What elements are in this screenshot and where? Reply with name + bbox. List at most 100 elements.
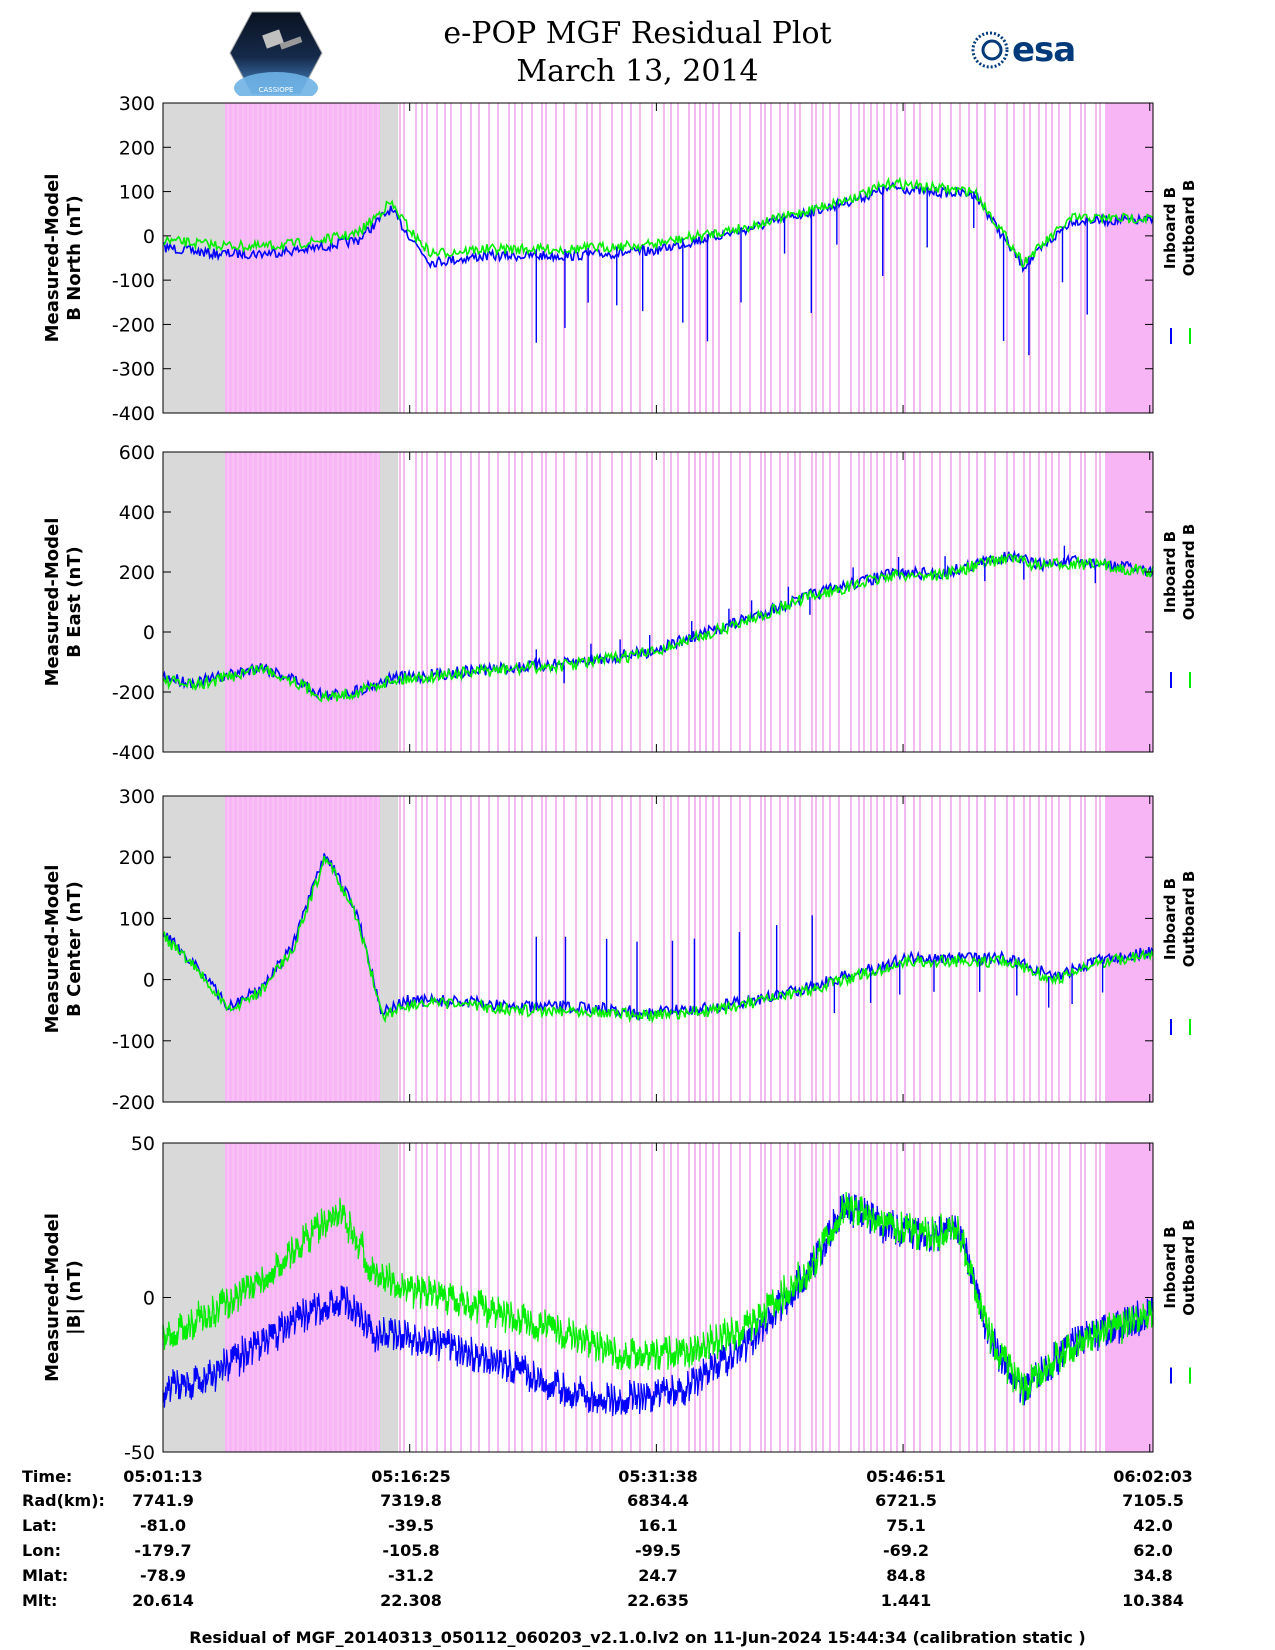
axes-frame: [162, 102, 1154, 414]
y-tick-label: 100: [119, 182, 155, 204]
legend-outboard: Outboard B: [1180, 180, 1198, 277]
legend-inboard: Inboard B: [1161, 531, 1179, 613]
ephemeris-label: Lon:: [22, 1541, 61, 1560]
y-tick-label: -100: [112, 270, 155, 292]
ephemeris-row: Lon: -179.7 -105.8 -99.5 -69.2 62.0: [0, 1541, 1275, 1565]
pink-band: [225, 103, 380, 413]
gray-band: [380, 796, 398, 1102]
ephemeris-value: 22.635: [627, 1591, 689, 1610]
gray-band: [163, 1143, 225, 1452]
ephemeris-value: 10.384: [1122, 1591, 1184, 1610]
y-tick-label: -100: [112, 1031, 155, 1053]
plot-title: e-POP MGF Residual Plot: [443, 16, 832, 51]
y-axis-label: B North (nT): [64, 195, 85, 321]
gray-band: [163, 796, 225, 1102]
inboard-series-line: [162, 855, 1154, 1024]
y-tick-label: -400: [112, 742, 155, 764]
y-axis-label: Measured-Model: [42, 865, 63, 1034]
ephemeris-row: Rad(km): 7741.9 7319.8 6834.4 6721.5 7105.5: [0, 1491, 1275, 1515]
ephemeris-value: 24.7: [638, 1566, 678, 1585]
pink-band: [1105, 796, 1153, 1102]
ephemeris-value: 05:01:13: [123, 1467, 203, 1486]
ephemeris-row: Mlt: 20.614 22.308 22.635 1.441 10.384: [0, 1591, 1275, 1615]
ephemeris-value: -105.8: [382, 1541, 440, 1560]
pink-band: [1105, 452, 1153, 752]
y-axis-label: B East (nT): [64, 546, 85, 658]
ephemeris-row: Time: 05:01:13 05:16:25 05:31:38 05:46:51 06:…: [0, 1467, 1275, 1491]
legend-inboard: Inboard B: [1161, 1226, 1179, 1308]
inboard-series-line: [162, 553, 1154, 703]
ephemeris-row: Lat: -81.0 -39.5 16.1 75.1 42.0: [0, 1516, 1275, 1540]
y-axis-label: B Center (nT): [64, 881, 85, 1017]
inboard-series-line: [162, 1192, 1154, 1406]
esa-logo-text: esa: [1012, 30, 1076, 70]
panel-1: 300 200 100 0 -100 -200 -300 -400 Measured-Model…: [42, 93, 1198, 425]
ephemeris-value: 7319.8: [380, 1491, 442, 1510]
y-axis-label: Measured-Model: [42, 174, 63, 343]
y-tick-label: 600: [119, 442, 155, 464]
ephemeris-label: Rad(km):: [22, 1491, 105, 1510]
inboard-series-line: [162, 176, 1154, 269]
ephemeris-label: Mlt:: [22, 1591, 58, 1610]
ephemeris-value: -78.9: [139, 1566, 187, 1585]
legend-inboard: Inboard B: [1161, 878, 1179, 960]
ephemeris-value: -99.5: [634, 1541, 682, 1560]
ephemeris-value: 22.308: [380, 1591, 442, 1610]
ephemeris-label: Lat:: [22, 1516, 58, 1535]
y-tick-label: 0: [143, 970, 155, 992]
pink-band: [225, 452, 380, 752]
ephemeris-value: 1.441: [880, 1591, 932, 1610]
y-axis-label: Measured-Model: [42, 1213, 63, 1382]
gray-band: [163, 103, 225, 413]
y-tick-label: -300: [112, 359, 155, 381]
ephemeris-value: 34.8: [1133, 1566, 1173, 1585]
y-tick-label: 300: [119, 93, 155, 115]
axes-frame: [162, 795, 1154, 1103]
panel-3: 300 200 100 0 -100 -200 Measured-Model B Center…: [42, 786, 1198, 1114]
y-tick-label: 200: [119, 847, 155, 869]
outboard-series-line: [162, 181, 1154, 274]
ephemeris-value: -179.7: [134, 1541, 192, 1560]
y-tick-label: 200: [119, 137, 155, 159]
y-axis-label: |B| (nT): [64, 1260, 85, 1335]
panel-2: 600 400 200 0 -200 -400 Measured-Model B East (…: [42, 442, 1198, 764]
gray-band: [380, 452, 398, 752]
y-tick-label: 100: [119, 908, 155, 930]
ephemeris-value: -69.2: [882, 1541, 930, 1560]
plot-date: March 13, 2014: [516, 54, 759, 89]
ephemeris-value: 7105.5: [1122, 1491, 1184, 1510]
ephemeris-value: 06:02:03: [1113, 1467, 1193, 1486]
ephemeris-label: Time:: [22, 1467, 73, 1486]
ephemeris-value: 62.0: [1133, 1541, 1173, 1560]
ephemeris-value: 6721.5: [875, 1491, 937, 1510]
ephemeris-value: 16.1: [638, 1516, 678, 1535]
panel-4: 50 0 -50 Measured-Model |B| (nT) Inboard B Out…: [42, 1133, 1198, 1464]
ephemeris-value: 05:31:38: [618, 1467, 698, 1486]
y-tick-label: 0: [143, 226, 155, 248]
y-tick-label: 50: [131, 1133, 155, 1155]
ephemeris-value: 6834.4: [627, 1491, 689, 1510]
y-tick-label: -200: [112, 682, 155, 704]
ephemeris-value: -81.0: [139, 1516, 187, 1535]
y-tick-label: -50: [124, 1442, 155, 1464]
ephemeris-value: -31.2: [387, 1566, 435, 1585]
legend-outboard: Outboard B: [1180, 871, 1198, 968]
ephemeris-value: 75.1: [886, 1516, 926, 1535]
gray-band: [163, 452, 225, 752]
axes-frame: [162, 451, 1154, 753]
y-tick-label: 200: [119, 562, 155, 584]
y-tick-label: -400: [112, 403, 155, 425]
y-tick-label: 0: [143, 622, 155, 644]
legend-inboard: Inboard B: [1161, 187, 1179, 269]
ephemeris-value: 05:46:51: [866, 1467, 946, 1486]
gray-band: [380, 1143, 398, 1452]
pink-band: [1105, 103, 1153, 413]
ephemeris-value: 7741.9: [132, 1491, 194, 1510]
ephemeris-row: Mlat: -78.9 -31.2 24.7 84.8 34.8: [0, 1566, 1275, 1590]
esa-logo-icon: [971, 31, 1009, 69]
cassiope-logo: CASSIOPE: [229, 11, 323, 96]
y-tick-label: 400: [119, 502, 155, 524]
y-axis-label: Measured-Model: [42, 518, 63, 687]
legend-outboard: Outboard B: [1180, 1219, 1198, 1316]
